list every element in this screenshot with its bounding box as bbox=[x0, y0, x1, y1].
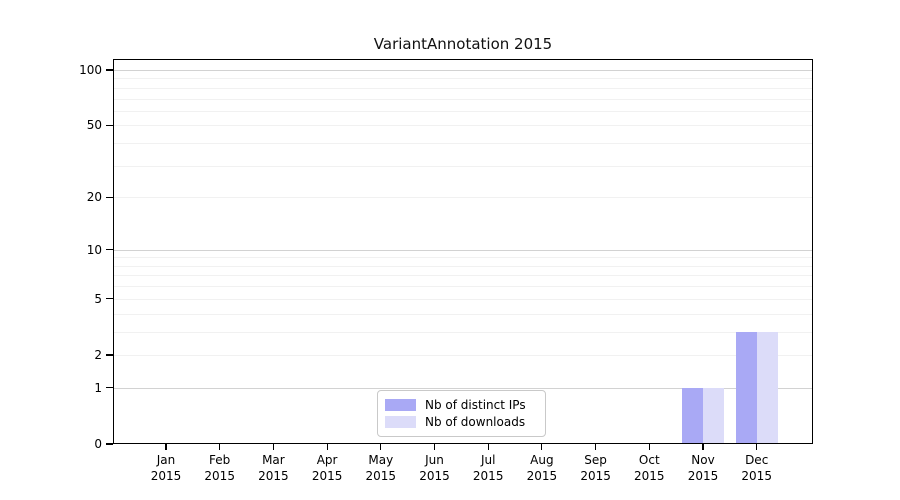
legend-item: Nb of distinct IPs bbox=[385, 396, 536, 413]
x-tick-mark bbox=[165, 444, 167, 450]
x-tick-label: Jul 2015 bbox=[472, 453, 504, 483]
bar-dec-distinct-ips bbox=[735, 331, 757, 443]
x-tick-mark bbox=[595, 444, 597, 450]
gridline-minor bbox=[113, 298, 813, 300]
gridline-minor bbox=[113, 286, 813, 288]
y-tick-label: 0 bbox=[94, 437, 102, 451]
y-tick-mark bbox=[106, 354, 113, 356]
y-tick-label: 2 bbox=[94, 347, 102, 362]
x-tick-label: Dec 2015 bbox=[741, 453, 772, 483]
y-tick-mark bbox=[106, 69, 113, 71]
y-tick-label: 10 bbox=[86, 242, 102, 257]
y-tick-label: 20 bbox=[86, 190, 102, 205]
x-tick-label: Feb 2015 bbox=[204, 453, 235, 483]
bar-dec-downloads bbox=[756, 331, 778, 443]
x-tick-year: 2015 bbox=[634, 469, 665, 483]
gridline-minor bbox=[113, 143, 813, 145]
gridline-minor bbox=[113, 165, 813, 167]
gridline-minor bbox=[113, 125, 813, 127]
chart-title: VariantAnnotation 2015 bbox=[373, 35, 553, 53]
plot-area bbox=[113, 59, 813, 444]
gridline-minor bbox=[113, 354, 813, 356]
x-tick-mark bbox=[541, 444, 543, 450]
x-tick-mark bbox=[702, 444, 704, 450]
x-tick-mark bbox=[433, 444, 436, 450]
bar-nov-distinct-ips bbox=[682, 387, 703, 443]
gridline-minor bbox=[113, 110, 813, 112]
y-tick-mark bbox=[106, 387, 113, 389]
gridline-minor bbox=[113, 257, 813, 259]
x-tick-mark bbox=[326, 444, 328, 450]
gridline-major bbox=[113, 69, 813, 71]
x-tick-year: 2015 bbox=[150, 469, 182, 483]
gridline-minor bbox=[113, 313, 813, 315]
gridline-minor bbox=[113, 98, 813, 100]
legend-label-downloads: Nb of downloads bbox=[425, 415, 526, 430]
legend: Nb of distinct IPs Nb of downloads bbox=[377, 390, 546, 437]
y-tick-mark bbox=[106, 196, 113, 198]
x-tick-year: 2015 bbox=[472, 469, 504, 483]
x-tick-mark bbox=[487, 444, 489, 450]
y-tick-label: 100 bbox=[79, 62, 102, 77]
x-tick-label: Oct 2015 bbox=[634, 453, 665, 483]
x-tick-mark bbox=[756, 444, 758, 450]
x-tick-label: Sep 2015 bbox=[580, 453, 611, 483]
gridline-minor bbox=[113, 331, 813, 333]
x-tick-label: Mar 2015 bbox=[258, 453, 289, 483]
x-tick-year: 2015 bbox=[580, 469, 611, 483]
gridline-major bbox=[113, 387, 813, 389]
x-tick-year: 2015 bbox=[741, 469, 772, 483]
bar-nov-downloads bbox=[703, 387, 724, 443]
x-tick-mark bbox=[648, 444, 650, 450]
x-tick-year: 2015 bbox=[419, 469, 450, 483]
x-tick-label: Jun 2015 bbox=[419, 453, 450, 483]
legend-swatch-distinct-ips bbox=[385, 398, 416, 411]
x-tick-label: Nov 2015 bbox=[687, 453, 719, 483]
x-tick-label: Aug 2015 bbox=[526, 453, 558, 483]
gridline-minor bbox=[113, 197, 813, 199]
y-tick-label: 1 bbox=[94, 380, 102, 395]
y-tick-mark bbox=[106, 443, 113, 445]
x-tick-year: 2015 bbox=[687, 469, 719, 483]
x-tick-mark bbox=[219, 444, 221, 450]
y-tick-mark bbox=[106, 249, 113, 251]
gridline-minor bbox=[113, 87, 813, 89]
legend-label-distinct-ips: Nb of distinct IPs bbox=[425, 397, 526, 412]
gridline-major bbox=[113, 249, 813, 251]
x-tick-label: Jan 2015 bbox=[150, 453, 182, 483]
y-tick-mark bbox=[106, 124, 113, 126]
x-tick-year: 2015 bbox=[365, 469, 397, 483]
x-tick-mark bbox=[272, 444, 274, 450]
x-tick-label: Apr 2015 bbox=[311, 453, 343, 483]
x-tick-year: 2015 bbox=[526, 469, 558, 483]
y-tick-mark bbox=[106, 298, 113, 300]
y-tick-label: 5 bbox=[94, 291, 102, 306]
gridline-minor bbox=[113, 78, 813, 80]
legend-swatch-downloads bbox=[385, 416, 416, 429]
y-tick-label: 50 bbox=[86, 118, 102, 133]
x-tick-label: May 2015 bbox=[365, 453, 397, 483]
legend-item: Nb of downloads bbox=[385, 414, 536, 431]
x-tick-year: 2015 bbox=[204, 469, 235, 483]
x-tick-year: 2015 bbox=[258, 469, 289, 483]
gridline-minor bbox=[113, 275, 813, 277]
x-tick-mark bbox=[380, 444, 382, 450]
gridline-minor bbox=[113, 265, 813, 267]
x-tick-year: 2015 bbox=[311, 469, 343, 483]
